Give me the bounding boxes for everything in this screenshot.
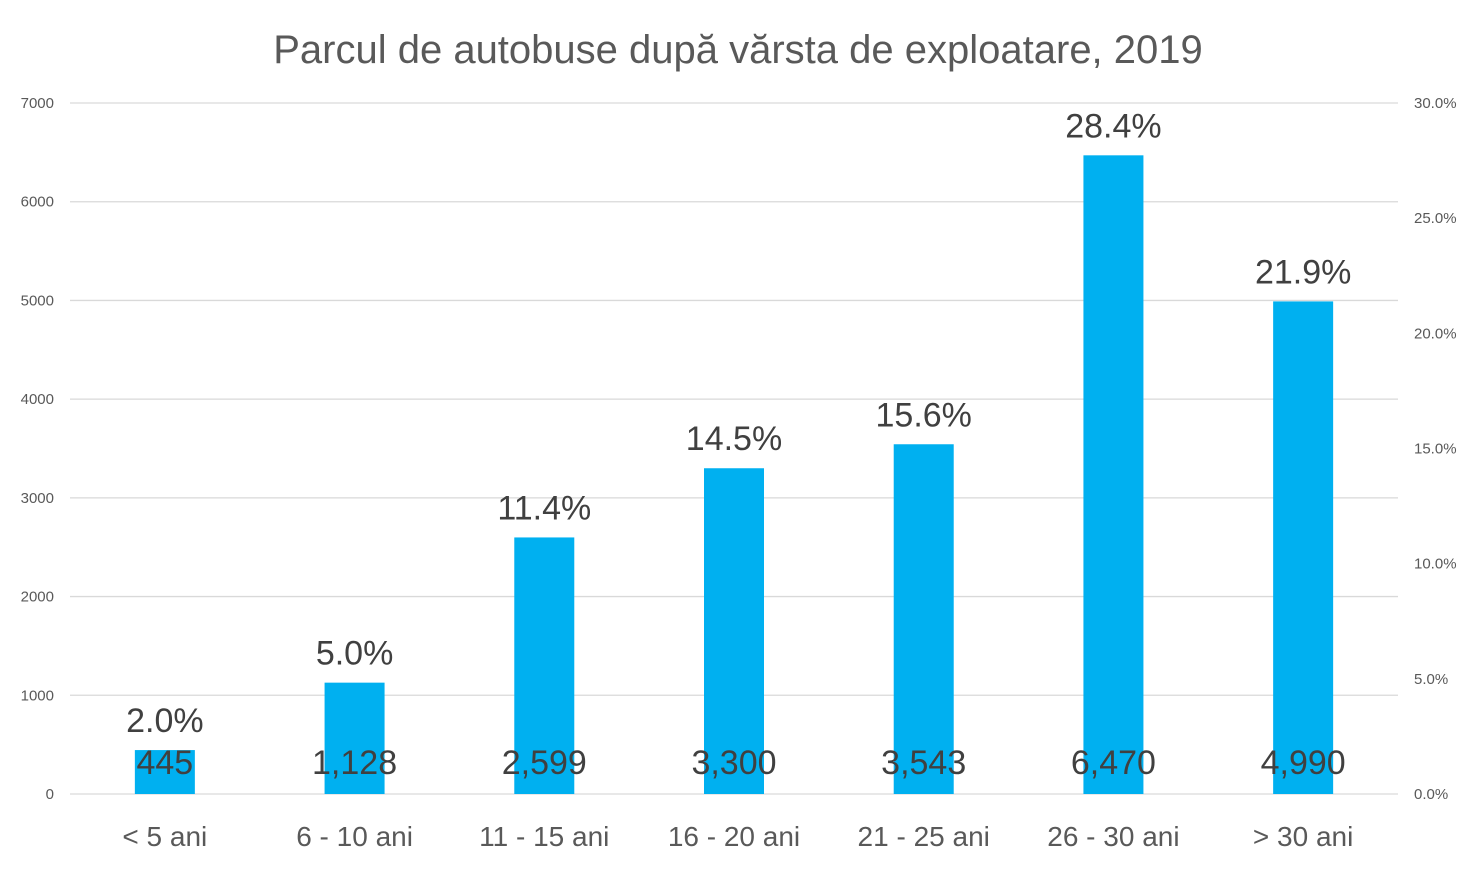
y2-tick-label: 10.0%	[1414, 556, 1457, 573]
percent-label: 15.6%	[876, 396, 972, 434]
percent-label: 5.0%	[316, 635, 394, 673]
y-tick-label: 3000	[21, 490, 54, 507]
bar	[704, 468, 764, 794]
x-tick-label: < 5 ani	[122, 821, 207, 852]
value-label: 4,990	[1261, 744, 1346, 782]
bar	[893, 444, 954, 794]
percent-label: 28.4%	[1065, 107, 1161, 145]
bar	[324, 682, 385, 794]
y-axis-left: 0 1000 2000 3000 4000 5000 6000 7000	[21, 95, 54, 803]
y2-tick-label: 15.0%	[1414, 441, 1457, 458]
x-tick-label: 16 - 20 ani	[668, 821, 800, 852]
y-tick-label: 1000	[21, 687, 54, 704]
value-label: 445	[136, 744, 193, 782]
y2-tick-label: 20.0%	[1414, 325, 1457, 342]
percent-label: 21.9%	[1255, 253, 1351, 291]
y2-tick-label: 30.0%	[1414, 95, 1457, 112]
chart-title: Parcul de autobuse după vărsta de exploa…	[273, 28, 1203, 72]
x-tick-label: > 30 ani	[1253, 821, 1353, 852]
y-axis-right: 0.0% 5.0% 10.0% 15.0% 20.0% 25.0% 30.0%	[1414, 95, 1457, 803]
x-tick-label: 11 - 15 ani	[479, 821, 609, 852]
percent-label: 2.0%	[126, 702, 204, 740]
y2-tick-label: 0.0%	[1414, 786, 1448, 803]
y-tick-label: 6000	[21, 194, 54, 211]
value-label: 3,300	[691, 744, 776, 782]
x-axis: < 5 ani 6 - 10 ani 11 - 15 ani 16 - 20 ani 2…	[122, 821, 1353, 852]
bar	[1083, 155, 1144, 794]
value-label: 1,128	[312, 744, 397, 782]
bars	[134, 155, 1334, 794]
bar	[134, 750, 195, 794]
x-tick-label: 6 - 10 ani	[296, 821, 413, 852]
y-tick-label: 0	[46, 786, 54, 803]
x-tick-label: 26 - 30 ani	[1047, 821, 1179, 852]
y2-tick-label: 25.0%	[1414, 210, 1457, 227]
data-labels: 2.0% 445 5.0% 1,128 11.4% 2,599 14.5% 3,300 15.6…	[126, 107, 1351, 782]
value-label: 3,543	[881, 744, 966, 782]
percent-label: 14.5%	[686, 420, 782, 458]
y-tick-label: 4000	[21, 391, 54, 408]
x-tick-label: 21 - 25 ani	[858, 821, 990, 852]
y-tick-label: 5000	[21, 292, 54, 309]
y-tick-label: 7000	[21, 95, 54, 112]
value-label: 6,470	[1071, 744, 1156, 782]
percent-label: 11.4%	[497, 489, 591, 527]
y2-tick-label: 5.0%	[1414, 671, 1448, 688]
bar	[1273, 301, 1334, 794]
bar	[514, 537, 575, 794]
value-label: 2,599	[502, 744, 587, 782]
y-tick-label: 2000	[21, 589, 54, 606]
